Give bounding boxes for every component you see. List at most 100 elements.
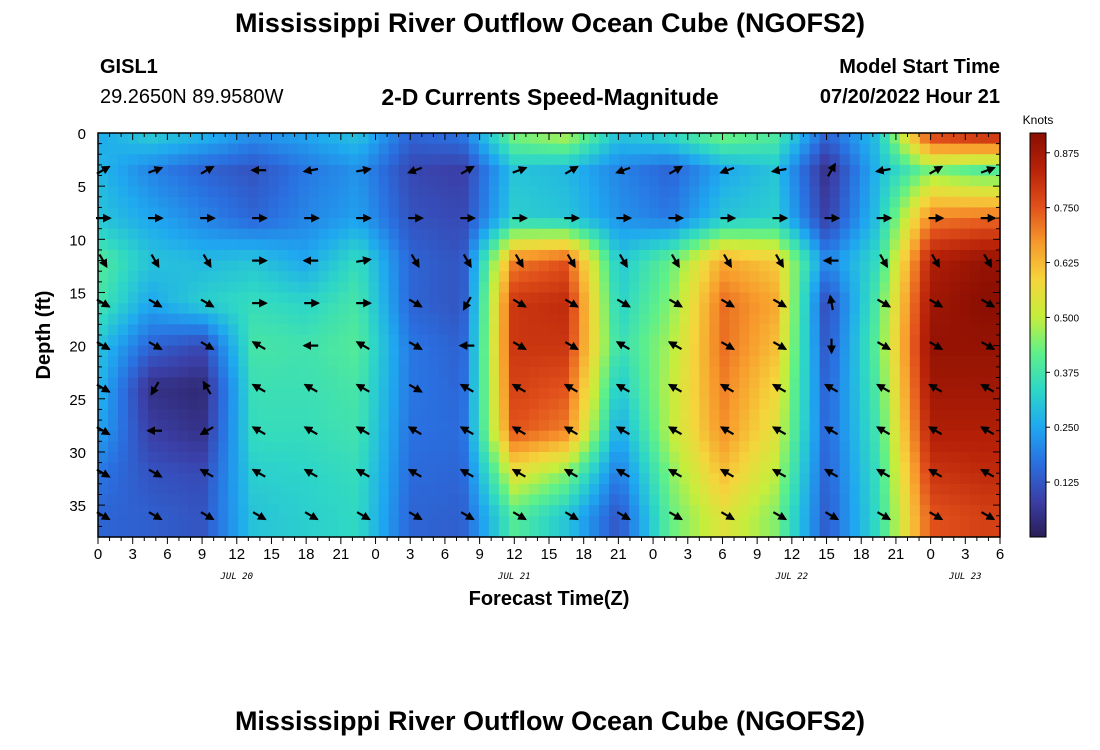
heatmap-cell — [288, 175, 300, 187]
heatmap-cell — [408, 494, 420, 506]
heatmap-cell — [899, 430, 911, 442]
heatmap-cell — [158, 228, 169, 240]
heatmap-cell — [619, 366, 630, 379]
heatmap-cell — [839, 249, 851, 262]
heatmap-cell — [939, 420, 951, 432]
heatmap-cell — [488, 366, 500, 379]
heatmap-cell — [238, 186, 249, 198]
heatmap-cell — [208, 356, 219, 368]
heatmap-cell — [859, 494, 871, 506]
heatmap-cell — [138, 281, 149, 294]
heatmap-cell — [749, 175, 761, 187]
heatmap-cell — [248, 196, 259, 209]
heatmap-cell — [428, 271, 440, 283]
heatmap-cell — [508, 388, 520, 400]
heatmap-cell — [318, 186, 330, 198]
heatmap-cell — [348, 505, 360, 517]
heatmap-cell — [679, 409, 690, 421]
heatmap-cell — [198, 324, 209, 336]
heatmap-cell — [508, 175, 520, 187]
heatmap-cell — [839, 473, 851, 485]
heatmap-cell — [739, 409, 751, 421]
heatmap-cell — [609, 388, 620, 400]
heatmap-cell — [829, 196, 841, 209]
heatmap-cell — [839, 377, 851, 389]
heatmap-cell — [789, 462, 801, 474]
heatmap-cell — [278, 260, 290, 272]
heatmap-cell — [649, 303, 660, 315]
heatmap-cell — [759, 505, 771, 517]
heatmap-cell — [328, 505, 340, 517]
heatmap-cell — [599, 409, 610, 421]
heatmap-cell — [709, 398, 720, 411]
heatmap-cell — [729, 271, 741, 283]
heatmap-cell — [609, 175, 620, 187]
heatmap-cell — [759, 260, 771, 272]
heatmap-cell — [388, 345, 400, 357]
heatmap-cell — [498, 260, 510, 272]
heatmap-cell — [138, 260, 149, 272]
heatmap-cell — [739, 292, 751, 304]
heatmap-cell — [569, 398, 580, 411]
heatmap-cell — [739, 398, 751, 411]
heatmap-cell — [699, 143, 710, 155]
heatmap-cell — [979, 356, 991, 368]
heatmap-cell — [158, 430, 169, 442]
heatmap-cell — [629, 196, 640, 209]
heatmap-cell — [288, 324, 300, 336]
heatmap-cell — [749, 324, 761, 336]
heatmap-cell — [238, 409, 249, 421]
heatmap-cell — [859, 398, 871, 411]
heatmap-cell — [528, 366, 540, 379]
heatmap-cell — [478, 186, 490, 198]
heatmap-cell — [989, 462, 1001, 474]
heatmap-cell — [418, 335, 430, 347]
y-tick-label: 25 — [69, 392, 86, 409]
heatmap-cell — [659, 249, 670, 262]
heatmap-cell — [178, 239, 189, 251]
heatmap-cell — [939, 473, 951, 485]
heatmap-cell — [348, 335, 360, 347]
heatmap-cell — [719, 186, 730, 198]
heatmap-cell — [559, 377, 570, 389]
heatmap-cell — [869, 473, 881, 485]
heatmap-cell — [388, 175, 400, 187]
heatmap-cell — [438, 303, 450, 315]
heatmap-cell — [629, 292, 640, 304]
heatmap-cell — [789, 430, 801, 442]
heatmap-cell — [138, 420, 149, 432]
heatmap-cell — [128, 249, 139, 262]
heatmap-cell — [218, 430, 229, 442]
heatmap-cell — [178, 196, 189, 209]
heatmap-cell — [488, 313, 500, 325]
heatmap-cell — [719, 462, 730, 474]
heatmap-cell — [148, 505, 159, 517]
heatmap-cell — [418, 526, 430, 538]
heatmap-cell — [949, 186, 961, 198]
heatmap-cell — [408, 526, 420, 538]
heatmap-cell — [258, 154, 269, 166]
heatmap-cell — [448, 164, 460, 177]
heatmap-cell — [799, 441, 811, 453]
heatmap-cell — [889, 473, 901, 485]
heatmap-cell — [789, 420, 801, 432]
heatmap-cell — [679, 164, 690, 177]
heatmap-cell — [829, 441, 841, 453]
heatmap-cell — [639, 271, 650, 283]
heatmap-cell — [418, 462, 430, 474]
heatmap-cell — [388, 494, 400, 506]
heatmap-cell — [98, 388, 109, 400]
heatmap-cell — [929, 324, 941, 336]
heatmap-cell — [689, 441, 700, 453]
heatmap-cell — [639, 366, 650, 379]
heatmap-cell — [258, 303, 269, 315]
heatmap-cell — [228, 335, 239, 347]
current-arrow — [772, 341, 788, 351]
heatmap-cell — [168, 345, 179, 357]
heatmap-cell — [528, 260, 540, 272]
heatmap-cell — [158, 377, 169, 389]
heatmap-cell — [308, 175, 320, 187]
current-arrow — [823, 426, 839, 436]
heatmap-cell — [749, 239, 761, 251]
heatmap-cell — [128, 388, 139, 400]
